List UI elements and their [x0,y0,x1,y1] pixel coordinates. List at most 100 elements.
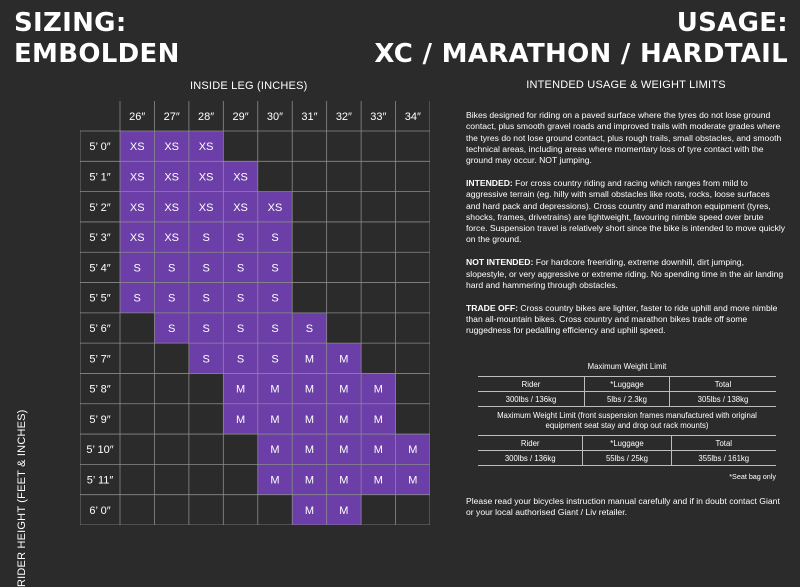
size-cell-label: M [270,444,279,456]
table-cell: 5lbs / 2.3kg [583,391,670,407]
size-cell-fill [120,221,155,253]
size-cell-label: S [134,262,141,274]
size-cell-label: S [237,232,244,244]
size-cell-fill [188,191,224,222]
size-cell-fill [292,403,327,435]
size-cell-label: S [168,323,175,335]
inside-leg-tick-label: 29″ [232,111,248,123]
size-cell-fill [223,191,258,222]
size-cell-fill [326,434,362,465]
inside-leg-tick-label: 28″ [198,111,214,123]
size-cell-label: S [271,232,278,244]
rider-height-tick-label: 5’ 10″ [86,444,113,456]
size-cell-fill [223,373,258,404]
intended-label: INTENDED: [466,178,513,189]
inside-leg-tick-label: 30″ [267,111,283,123]
size-cell-label: M [236,384,245,396]
size-cell-fill [154,312,189,344]
size-cell-label: XS [130,202,145,214]
size-cell-label: M [305,353,314,365]
size-cell-fill [188,343,224,374]
usage-title-line1: USAGE: [676,8,788,38]
inside-leg-tick-label: 31″ [301,111,317,123]
size-cell-label: S [202,262,209,274]
size-cell-label: M [270,475,279,487]
rider-height-tick-label: 5’ 11″ [87,475,114,487]
size-cell-label: XS [268,202,283,214]
size-cell-label: XS [130,171,145,183]
size-cell-label: XS [199,141,214,153]
size-cell-label: M [374,384,383,396]
table-cell: 305lbs / 138kg [669,391,776,407]
size-chart-svg: 26″ 27″ 28″ 29″ 30″ 31″ 32″ 33″ 34″ 5’ 0″ 5’ 1″ 5’ … [80,101,430,525]
table-row: Rider *Luggage Total [478,435,776,451]
size-cell-fill [223,282,258,313]
size-cell-fill [154,131,189,162]
weight-table-1: Rider *Luggage Total 300lbs / 136kg 5lbs… [478,376,776,407]
size-cell-label: S [237,293,244,305]
table-row: 300lbs / 136kg 5lbs / 2.3kg 305lbs / 138… [478,391,776,407]
size-cell-fill [395,464,430,495]
rider-height-tick-label: 5’ 2″ [89,202,110,214]
size-cell-label: XS [164,141,179,153]
size-cell-fill [154,282,189,313]
rider-height-tick-label: 5’ 0″ [89,141,110,153]
size-cell-label: M [270,414,279,426]
table-row: Rider *Luggage Total [478,376,776,392]
size-cell-label: M [305,444,314,456]
table-cell: 355lbs / 161kg [670,450,776,466]
table-header-cell: Rider [478,435,583,451]
rider-height-tick-label: 5’ 4″ [89,262,110,274]
size-cell-label: S [202,323,209,335]
size-cell-label: S [271,262,278,274]
table-header-cell: Rider [478,376,585,392]
size-cell-label: M [236,414,245,426]
size-cell-fill [361,464,396,495]
size-cell-label: S [237,262,244,274]
size-cell-label: M [339,505,348,517]
rider-height-tick-label: 5’ 3″ [89,232,110,244]
size-cell-fill [188,161,224,192]
size-cell-label: M [270,384,279,396]
size-cell-label: M [339,475,348,487]
sizing-title-line1: SIZING: [14,8,127,38]
size-cell-fill [154,161,189,192]
size-cell-label: M [305,505,314,517]
size-cell-label: M [408,475,417,487]
size-cell-label: M [305,384,314,396]
size-cell-label: XS [199,171,214,183]
inside-leg-tick-label: 32″ [336,111,352,123]
sizing-title-line2: EMBOLDEN [14,39,180,69]
usage-heading: INTENDED USAGE & WEIGHT LIMITS [526,79,726,91]
rider-height-tick-label: 6’ 0″ [89,505,110,517]
table-header-cell: *Luggage [582,435,672,451]
size-cell-label: XS [164,171,179,183]
size-cell-label: XS [130,232,145,244]
size-cell-fill [120,252,155,283]
usage-description: INTENDED USAGE & WEIGHT LIMITS Bikes des… [466,79,786,349]
size-cell-label: S [202,353,209,365]
intended-text: For cross country riding and racing whic… [466,178,786,245]
size-cell-fill [188,252,224,283]
size-cell-label: S [271,353,278,365]
size-cell-fill [292,312,327,344]
size-cell-label: XS [130,141,145,153]
size-cell-label: M [339,384,348,396]
size-cell-fill [223,312,258,344]
size-cell-fill [361,403,396,435]
footer-note: Please read your bicycles instruction ma… [466,496,780,518]
table-header-cell: Total [669,376,776,392]
size-cell-label: S [306,323,313,335]
not-intended-label: NOT INTENDED: [466,257,534,268]
size-cell-label: XS [199,202,214,214]
size-cell-label: XS [233,171,248,183]
table-cell: 55lbs / 25kg [582,450,672,466]
size-cell-fill [120,191,155,222]
size-cell-fill [257,343,293,374]
size-cell-fill [326,343,362,374]
size-cell-label: M [374,475,383,487]
not-intended-paragraph: NOT INTENDED: For hardcore freeriding, e… [466,257,786,291]
size-cell-fill [326,373,362,404]
trade-off-paragraph: TRADE OFF: Cross country bikes are light… [466,303,786,337]
size-cell-fill [154,252,189,283]
